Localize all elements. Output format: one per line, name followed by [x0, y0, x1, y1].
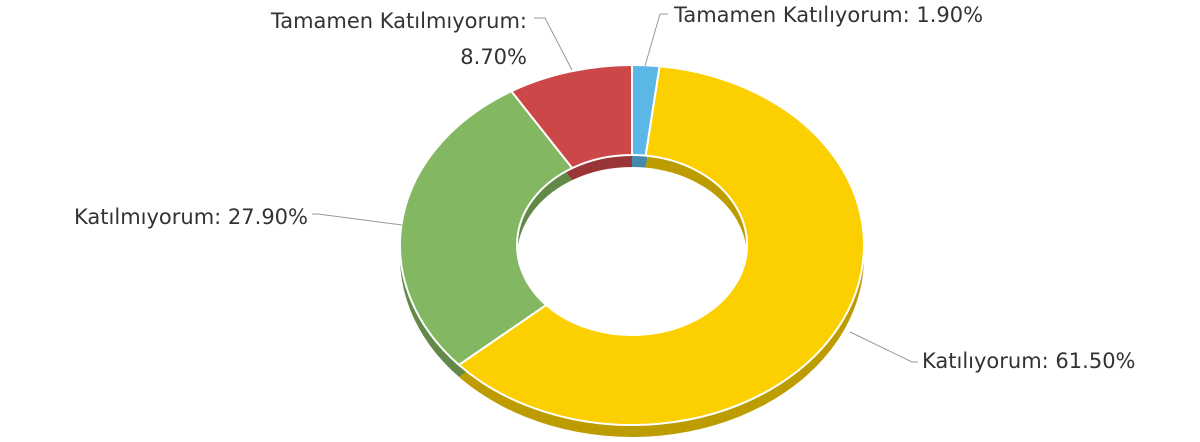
slice [457, 65, 865, 426]
data-label: Tamamen Katılmıyorum: [270, 9, 527, 33]
slice [399, 89, 574, 367]
leader-line [534, 17, 573, 71]
leader-line [849, 331, 918, 363]
leader-line [312, 213, 403, 226]
data-label: Tamamen Katılıyorum: 1.90% [673, 3, 983, 27]
leader-line [644, 13, 668, 67]
data-label: 8.70% [460, 45, 527, 69]
data-label: Katılmıyorum: 27.90% [74, 205, 308, 229]
slice [509, 63, 633, 170]
data-label: Katılıyorum: 61.50% [922, 349, 1136, 373]
